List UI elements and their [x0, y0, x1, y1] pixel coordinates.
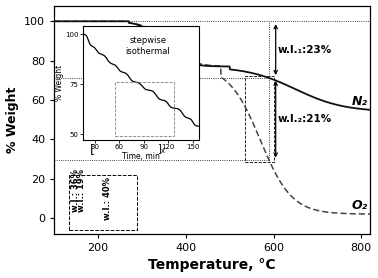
Text: $\mathdefault{[}$: $\mathdefault{[}$: [88, 142, 94, 157]
Bar: [245, 76, 274, 162]
Text: w.l.: 36%: w.l.: 36%: [71, 169, 80, 212]
Text: O₂: O₂: [352, 199, 368, 212]
Text: N₂: N₂: [352, 95, 368, 108]
Text: w.l.₁:23%: w.l.₁:23%: [278, 45, 332, 55]
Text: w.l.: 40%: w.l.: 40%: [103, 177, 112, 220]
Text: w.l.₂:21%: w.l.₂:21%: [278, 114, 332, 124]
Y-axis label: % Weight: % Weight: [6, 86, 19, 153]
Bar: [70, 175, 138, 230]
Text: w.l.: 19%: w.l.: 19%: [77, 169, 86, 212]
X-axis label: Temperature, °C: Temperature, °C: [148, 259, 276, 272]
Text: $\mathdefault{]_x}$: $\mathdefault{]_x}$: [157, 142, 166, 156]
